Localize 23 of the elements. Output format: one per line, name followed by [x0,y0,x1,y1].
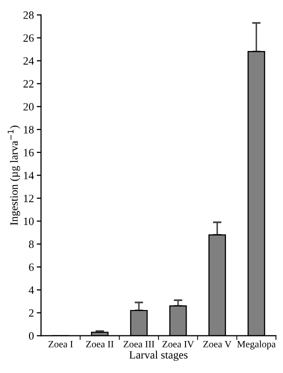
y-tick-label: 20 [23,103,34,111]
y-tick-label: 22 [23,80,34,88]
y-tick-label: 26 [23,34,34,42]
x-tick-label: Zoea I [48,340,73,348]
y-tick-label: 6 [29,263,34,271]
y-tick-label: 16 [24,148,34,156]
y-tick-label: 12 [24,194,34,202]
x-tick-label: Zoea IV [162,340,194,348]
x-tick-label: Zoea III [124,340,154,348]
y-tick-label: 2 [29,309,34,317]
y-axis-title: Ingestion (µg larva$^{−1}$) [8,126,20,226]
y-tick-label: 18 [24,126,34,134]
y-tick-label: 4 [28,286,34,294]
x-tick-label: Zoea II [86,340,114,348]
y-tick-label: 14 [24,172,34,180]
x-tick-label: Zoea V [203,340,232,348]
y-tick-label: 24 [23,57,34,65]
y-tick-label: 28 [23,11,34,19]
y-tick-label: 0 [28,332,34,340]
y-tick-label: 10 [24,218,34,226]
y-tick-label: 8 [28,240,34,248]
x-tick-label: Megalopa [237,340,276,350]
x-axis-title: Larval stages [129,350,188,361]
